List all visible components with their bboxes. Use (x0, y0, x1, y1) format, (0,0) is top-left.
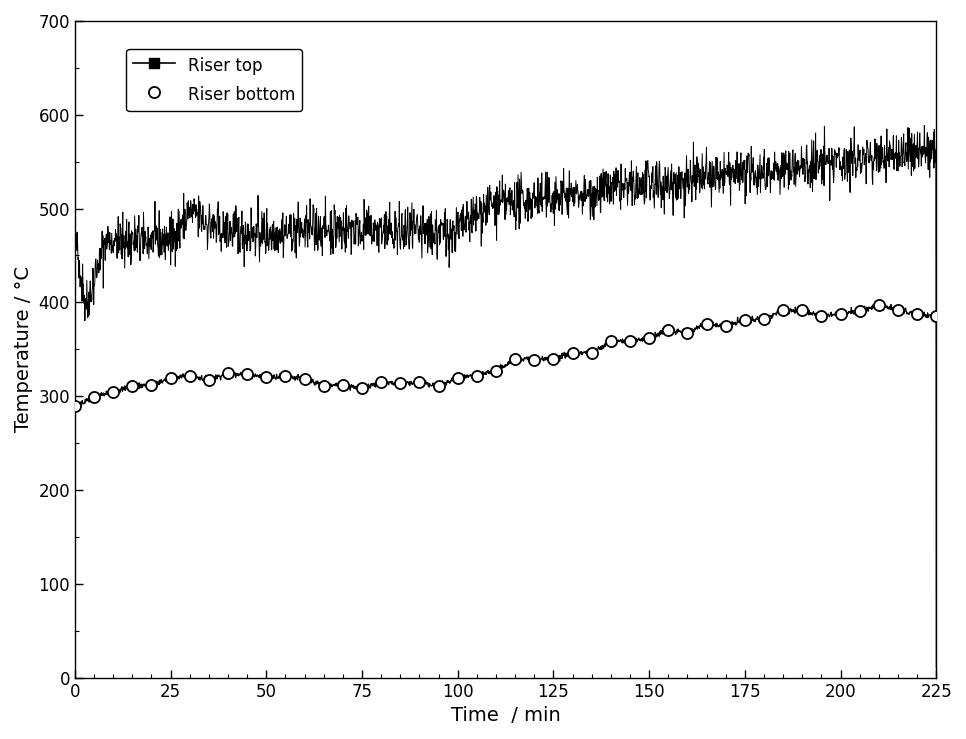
Riser bottom (586, 349, 598, 358)
Riser bottom (184, 371, 195, 380)
Riser bottom (663, 325, 674, 334)
Riser bottom (528, 355, 540, 364)
Riser bottom (394, 378, 406, 387)
Riser bottom (376, 378, 387, 387)
Riser bottom (509, 354, 521, 363)
Riser bottom (318, 381, 329, 390)
Riser bottom (280, 372, 292, 381)
Riser bottom (835, 309, 846, 318)
Riser bottom (261, 372, 272, 381)
Riser bottom (700, 319, 712, 328)
Riser bottom (490, 366, 501, 375)
Line: Riser bottom: Riser bottom (70, 299, 942, 412)
Riser bottom (778, 306, 789, 315)
Riser bottom (107, 387, 119, 396)
Riser bottom (815, 311, 827, 320)
Riser bottom (682, 328, 694, 337)
Riser bottom (146, 380, 157, 389)
Riser bottom (854, 307, 866, 316)
Riser bottom (720, 321, 731, 330)
Riser bottom (127, 382, 138, 391)
Riser bottom (873, 300, 885, 309)
Riser bottom (88, 393, 99, 402)
Riser bottom (337, 381, 349, 389)
Riser bottom (624, 336, 636, 345)
Riser bottom (567, 348, 579, 357)
Riser bottom (643, 333, 655, 342)
Riser bottom (356, 383, 368, 392)
Riser bottom (605, 337, 616, 346)
Riser bottom (413, 378, 425, 386)
Riser bottom (548, 355, 559, 364)
Riser bottom (758, 315, 770, 324)
Riser bottom (796, 306, 808, 315)
Legend: Riser top, Riser bottom: Riser top, Riser bottom (127, 49, 302, 112)
Riser bottom (203, 375, 214, 384)
Riser bottom (165, 374, 177, 383)
X-axis label: Time  / min: Time / min (451, 706, 560, 725)
Riser bottom (930, 312, 942, 321)
Riser bottom (452, 374, 464, 383)
Riser bottom (471, 371, 483, 380)
Riser bottom (893, 305, 904, 314)
Y-axis label: Temperature / °C: Temperature / °C (14, 266, 33, 432)
Riser bottom (433, 381, 444, 390)
Riser bottom (739, 316, 751, 324)
Riser bottom (222, 369, 234, 378)
Riser bottom (70, 402, 81, 411)
Riser bottom (298, 375, 310, 384)
Riser bottom (911, 310, 923, 319)
Riser bottom (242, 370, 253, 378)
